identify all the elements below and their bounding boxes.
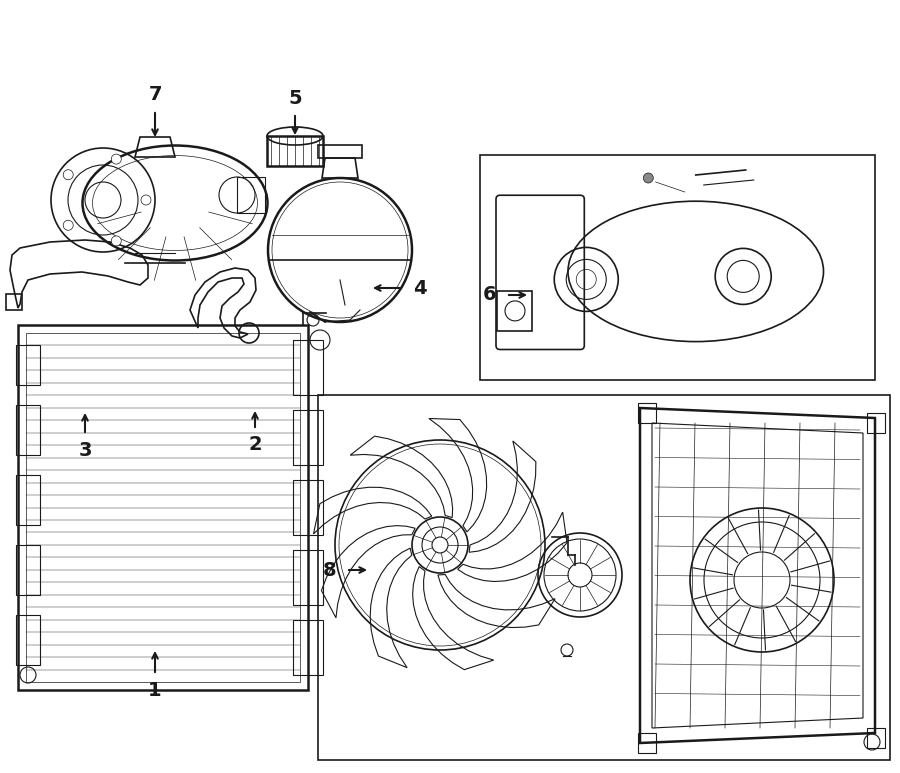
Text: 2: 2 — [248, 435, 262, 455]
Text: 4: 4 — [413, 278, 427, 298]
Circle shape — [63, 170, 73, 180]
Text: 3: 3 — [78, 441, 92, 459]
Circle shape — [141, 195, 151, 205]
Text: 1: 1 — [148, 680, 162, 700]
Text: 5: 5 — [288, 88, 302, 107]
Text: 8: 8 — [323, 560, 337, 580]
Circle shape — [644, 173, 653, 183]
Circle shape — [112, 236, 122, 246]
Text: 6: 6 — [483, 285, 497, 305]
Text: 7: 7 — [148, 86, 162, 104]
Circle shape — [63, 220, 73, 230]
Circle shape — [112, 154, 122, 164]
